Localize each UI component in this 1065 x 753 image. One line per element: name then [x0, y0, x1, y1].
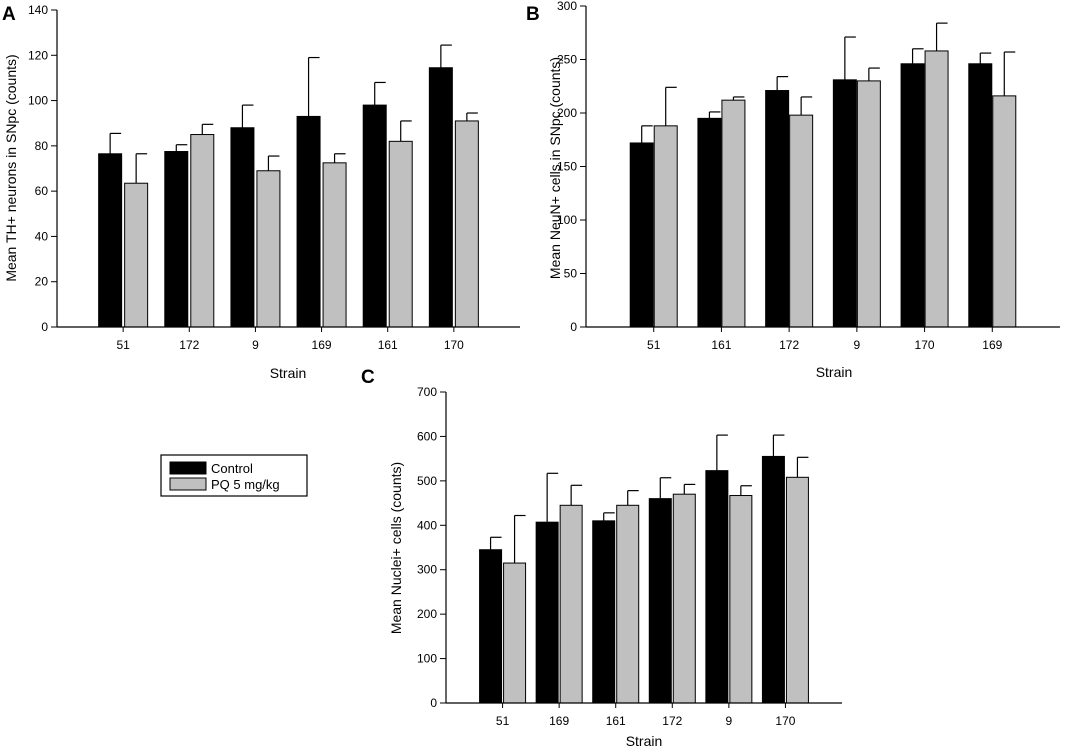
panel-a-x-tick-label: 161 [378, 338, 398, 352]
panel-b-x-tick-label: 51 [647, 338, 661, 352]
panel-c-x-axis-title: Strain [626, 733, 663, 749]
panel-b-y-tick-label: 100 [557, 213, 577, 227]
panel-b-bar-control-170 [900, 63, 925, 328]
panel-c-chart: C Mean Nuclei+ cells (counts) Strain 51 1… [361, 367, 842, 749]
panel-b-chart: B Mean NeuN+ cells in SNpc (counts) Stra… [526, 0, 1060, 380]
panel-a-bar-pq-170 [454, 120, 479, 328]
panel-b-y-tick-label: 50 [564, 267, 578, 281]
panel-c-y-tick-label: 500 [417, 474, 437, 488]
legend-label-control: Control [211, 461, 253, 476]
panel-c-bar-control-172 [648, 498, 672, 704]
panel-a-chart: A Mean TH+ neurons in SNpc (counts) Stra… [2, 3, 520, 381]
panel-a-bar-control-170 [428, 67, 453, 328]
panel-b-x-tick-label: 9 [854, 338, 861, 352]
panel-b-y-tick-label: 150 [557, 160, 577, 174]
panel-c-y-tick-label: 100 [417, 652, 437, 666]
panel-c-bar-pq-169 [559, 504, 583, 704]
panel-a-y-tick-label: 100 [28, 94, 48, 108]
panel-c-y-tick-label: 0 [430, 696, 437, 710]
panel-a-x-tick-label: 170 [444, 338, 464, 352]
panel-b-y-tick-label: 300 [557, 0, 577, 13]
panel-b-bar-control-172 [765, 90, 790, 328]
panel-a-marks: 51 172 9 169 161 170 0 20 40 60 80 100 120 140 [28, 3, 520, 352]
panel-c-bar-pq-9 [729, 495, 753, 704]
panel-a-bar-pq-172 [190, 134, 215, 328]
panel-b-bar-pq-169 [992, 95, 1017, 328]
panel-c-bar-pq-51 [503, 562, 527, 704]
panel-b-bar-pq-9 [856, 80, 881, 328]
legend-label-pq: PQ 5 mg/kg [211, 477, 280, 492]
panel-c-bar-control-170 [761, 455, 785, 704]
panel-b-bar-control-169 [968, 63, 993, 328]
panel-b-marks: 51 161 172 9 170 169 0 50 100 150 200 250 300 [557, 0, 1060, 352]
panel-a-y-tick-label: 140 [28, 3, 48, 17]
panel-c-bar-pq-170 [785, 476, 809, 704]
panel-c-letter: C [361, 367, 375, 388]
panel-b-y-tick-label: 200 [557, 106, 577, 120]
panel-c-bar-control-169 [535, 521, 559, 704]
panel-b-bar-control-161 [697, 117, 722, 328]
panel-b-bar-control-9 [832, 79, 857, 328]
panel-b-letter: B [526, 4, 540, 25]
panel-c-x-tick-label: 9 [726, 714, 733, 728]
panel-a-letter: A [2, 4, 16, 25]
panel-c-y-tick-label: 200 [417, 607, 437, 621]
panel-a-x-axis-title: Strain [270, 365, 307, 381]
panel-c-x-tick-label: 51 [496, 714, 510, 728]
legend-swatch-pq [169, 477, 207, 491]
panel-a-y-tick-label: 20 [35, 275, 49, 289]
panel-c-x-tick-label: 161 [606, 714, 626, 728]
panel-b-y-tick-label: 250 [557, 53, 577, 67]
panel-b-bar-pq-51 [653, 125, 678, 328]
panel-a-y-tick-label: 80 [35, 139, 49, 153]
panel-a-x-tick-label: 51 [116, 338, 130, 352]
panel-a-bar-control-172 [164, 151, 189, 328]
panel-c-y-tick-label: 300 [417, 563, 437, 577]
panel-a-bar-pq-51 [124, 182, 149, 328]
panel-b-bar-pq-172 [789, 114, 814, 328]
panel-a-bar-control-9 [230, 127, 255, 328]
panel-b-x-tick-label: 169 [982, 338, 1002, 352]
panel-c-bar-control-51 [479, 549, 503, 704]
panel-a-y-axis-title: Mean TH+ neurons in SNpc (counts) [3, 54, 19, 281]
panel-b-x-tick-label: 172 [779, 338, 799, 352]
panel-b-y-axis-title: Mean NeuN+ cells in SNpc (counts) [547, 57, 563, 279]
panel-b-bar-control-51 [629, 142, 654, 328]
panel-b-y-tick-label: 0 [570, 320, 577, 334]
panel-a-y-tick-label: 120 [28, 48, 48, 62]
panel-a-x-tick-label: 172 [179, 338, 199, 352]
legend: Control PQ 5 mg/kg [160, 454, 308, 497]
panel-b-x-tick-label: 161 [711, 338, 731, 352]
panel-b-x-axis-title: Strain [816, 364, 853, 380]
panel-a-bar-control-169 [296, 115, 321, 328]
panel-a-y-tick-label: 40 [35, 229, 49, 243]
panel-c-y-tick-label: 700 [417, 385, 437, 399]
panel-c-bar-control-161 [592, 520, 616, 704]
panel-c-x-tick-label: 172 [662, 714, 682, 728]
panel-a-bar-pq-9 [256, 170, 281, 328]
panel-b-x-tick-label: 170 [915, 338, 935, 352]
panel-c-bar-pq-172 [672, 493, 696, 704]
panel-a-y-tick-label: 0 [41, 320, 48, 334]
panel-a-bar-pq-169 [322, 162, 347, 328]
panel-a-y-tick-label: 60 [35, 184, 49, 198]
panel-c-y-tick-label: 400 [417, 518, 437, 532]
panel-c-marks: 51 169 161 172 9 170 0 100 200 300 400 500 600 700 [417, 385, 842, 728]
panel-c-y-tick-label: 600 [417, 429, 437, 443]
panel-c-x-tick-label: 169 [549, 714, 569, 728]
panel-c-bar-control-9 [705, 470, 729, 704]
panel-c-bar-pq-161 [616, 504, 640, 704]
panel-a-bar-control-51 [98, 153, 123, 328]
panel-a-x-tick-label: 9 [252, 338, 259, 352]
panel-a-bar-control-161 [362, 104, 387, 328]
panel-c-x-tick-label: 170 [775, 714, 795, 728]
panel-a-bar-pq-161 [388, 140, 413, 328]
panel-a-x-tick-label: 169 [312, 338, 332, 352]
panel-c-y-axis-title: Mean Nuclei+ cells (counts) [388, 462, 404, 634]
panel-b-bar-pq-170 [924, 50, 949, 328]
panel-b-bar-pq-161 [721, 99, 746, 328]
legend-swatch-control [169, 461, 207, 475]
